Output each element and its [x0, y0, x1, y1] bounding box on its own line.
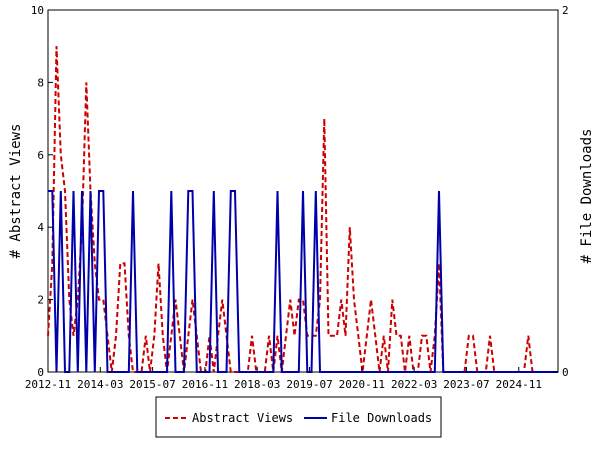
- series-line-abstract-views: [47, 46, 558, 373]
- x-tick-label: 2014-03: [77, 378, 123, 391]
- left-axis-title: # Abstract Views: [8, 124, 24, 259]
- x-tick-label: 2019-07: [286, 378, 332, 391]
- y-left-tick-label: 0: [37, 366, 44, 379]
- y-left-tick-label: 8: [37, 76, 44, 89]
- y-right-tick-label: 2: [562, 4, 569, 17]
- y-left-tick-label: 4: [37, 221, 44, 234]
- series-layer: [47, 46, 558, 373]
- legend-label-file-downloads: File Downloads: [331, 411, 432, 425]
- x-tick-label: 2020-11: [339, 378, 385, 391]
- ticks-layer: 0 2 4 6 8 10 0 2 2012-11 2014-03 2015-07 2016-11 201…: [25, 4, 569, 391]
- x-tick-label: 2016-11: [182, 378, 228, 391]
- legend-box: [155, 396, 442, 438]
- x-tick-label: 2012-11: [25, 378, 71, 391]
- x-tick-label: 2018-03: [234, 378, 280, 391]
- series-line-file-downloads: [48, 190, 558, 373]
- y-left-tick-label: 10: [31, 4, 44, 17]
- x-tick-label: 2022-03: [391, 378, 437, 391]
- y-right-tick-label: 0: [562, 366, 569, 379]
- x-tick-label: 2023-07: [443, 378, 489, 391]
- right-axis-title: # File Downloads: [579, 129, 595, 264]
- legend-label-abstract-views: Abstract Views: [192, 411, 293, 425]
- legend: Abstract Views File Downloads: [155, 396, 442, 438]
- y-left-tick-label: 6: [37, 149, 44, 162]
- x-tick-label: 2015-07: [129, 378, 175, 391]
- x-tick-label: 2024-11: [496, 378, 542, 391]
- y-left-tick-label: 2: [37, 294, 44, 307]
